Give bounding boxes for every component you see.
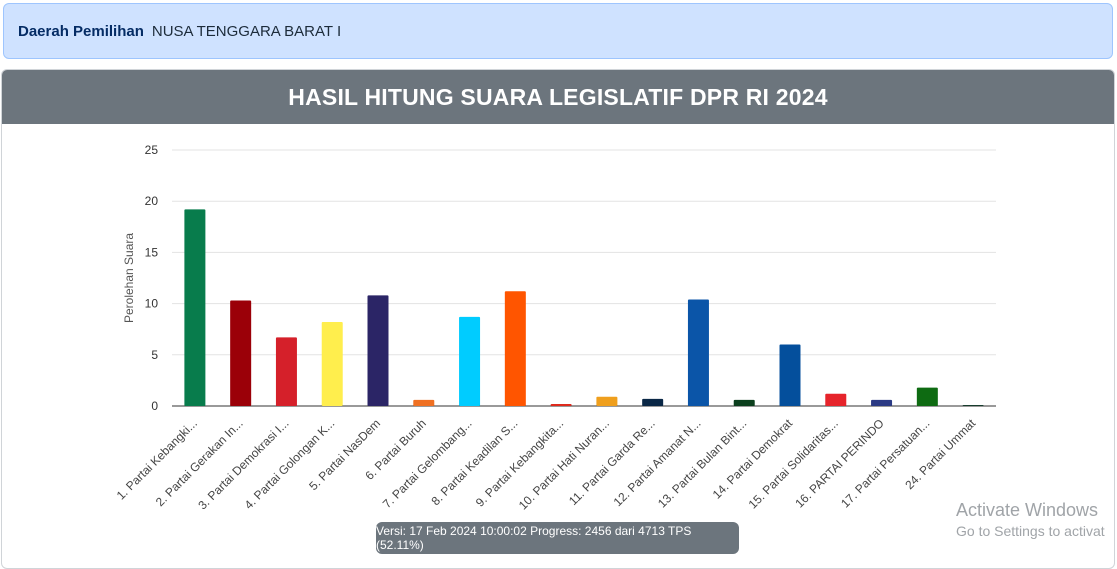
y-tick-label: 10 (145, 297, 159, 311)
watermark-line1: Activate Windows (956, 500, 1099, 520)
dapil-alert: Daerah Pemilihan NUSA TENGGARA BARAT I (3, 3, 1113, 59)
x-tick-label: 3. Partai Demokrasi I... (195, 416, 291, 512)
x-tick-label: 17. Partai Persatuan... (838, 416, 932, 510)
y-tick-label: 0 (151, 399, 158, 413)
y-tick-label: 25 (145, 143, 159, 157)
x-tick-label: 1. Partai Kebangki... (114, 416, 200, 502)
x-tick-label: 11. Partai Garda Re... (566, 416, 658, 508)
results-card: HASIL HITUNG SUARA LEGISLATIF DPR RI 202… (1, 69, 1115, 569)
y-tick-label: 15 (145, 245, 159, 259)
bar (962, 404, 984, 406)
bar (459, 316, 481, 406)
bar (596, 396, 618, 406)
x-tick-label: 4. Partai Golongan K... (242, 416, 338, 512)
card-title: HASIL HITUNG SUARA LEGISLATIF DPR RI 202… (2, 70, 1114, 124)
x-tick-label: 10. Partai Hati Nuran... (516, 416, 612, 512)
bar (779, 344, 801, 406)
x-tick-label: 12. Partai Amanat N... (611, 416, 704, 509)
bar (687, 299, 709, 406)
y-axis-title: Perolehan Suara (122, 233, 136, 323)
dapil-value: NUSA TENGGARA BARAT I (151, 22, 342, 40)
bar (321, 322, 343, 406)
bar (230, 300, 252, 406)
dapil-label: Daerah Pemilihan (18, 22, 144, 40)
bar (504, 291, 526, 406)
bar (825, 393, 847, 406)
bar (184, 209, 206, 406)
bar (550, 403, 572, 406)
activate-windows-watermark: Activate Windows Go to Settings to activ… (956, 500, 1105, 539)
x-tick-label: 9. Partai Kebangkita... (473, 416, 566, 509)
bar (871, 399, 893, 406)
bar (733, 399, 755, 406)
bar (275, 337, 297, 406)
version-badge: Versi: 17 Feb 2024 10:00:02 Progress: 24… (376, 522, 739, 554)
x-tick-label: 7. Partai Gelombang... (380, 416, 475, 511)
x-tick-label: 8. Partai Keadilan S... (428, 416, 520, 508)
bar (642, 398, 664, 406)
bar (367, 295, 389, 406)
x-tick-label: 2. Partai Gerakan In... (153, 416, 246, 509)
bar (916, 387, 938, 406)
x-tick-label: 14. Partai Demokrat (710, 416, 796, 502)
x-tick-label: 16. PARTAI PERINDO (792, 416, 886, 510)
y-tick-label: 5 (151, 348, 158, 362)
x-tick-label: 13. Partai Bulan Bint... (655, 416, 749, 510)
bar (413, 399, 435, 406)
y-tick-label: 20 (145, 194, 159, 208)
watermark-line2: Go to Settings to activat (956, 523, 1105, 539)
x-tick-label: 15. Partai Solidaritas... (746, 416, 841, 511)
